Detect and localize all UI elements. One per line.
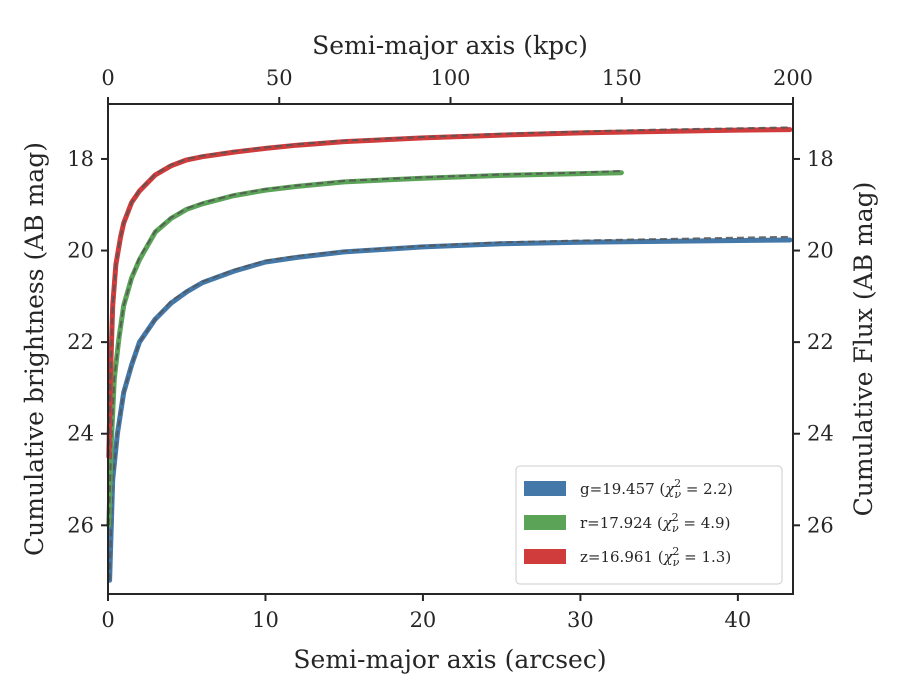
right-y-tick-label: 24: [807, 422, 834, 446]
top-x-tick-label: 200: [773, 66, 813, 90]
right-y-tick-label: 18: [807, 147, 834, 171]
series-model-line-0: [108, 235, 790, 581]
y-axis-label: Cumulative brightness (AB mag): [20, 142, 49, 556]
series-layer: [106, 126, 793, 583]
x-axis-label: Semi-major axis (arcsec): [293, 645, 606, 674]
x-tick-label: 10: [252, 608, 279, 632]
right-y-tick-label: 20: [807, 239, 834, 263]
legend-frame: [515, 465, 783, 585]
y-tick-label: 24: [67, 422, 94, 446]
y-tick-label: 22: [67, 330, 94, 354]
top-x-tick-label: 100: [430, 66, 470, 90]
y-tick-label: 26: [67, 513, 94, 537]
y-tick-label: 20: [67, 239, 94, 263]
top-x-tick-label: 0: [101, 66, 114, 90]
right-y-tick-label: 22: [807, 330, 834, 354]
right-y-axis-label: Cumulative Flux (AB mag): [849, 182, 878, 517]
top-x-tick-label: 50: [266, 66, 293, 90]
top-x-tick-label: 150: [602, 66, 642, 90]
x-tick-label: 30: [567, 608, 594, 632]
legend-label-2: z=16.961 (χν2 = 1.3): [580, 545, 731, 569]
y-tick-label: 18: [67, 147, 94, 171]
right-y-tick-label: 26: [807, 513, 834, 537]
legend-swatch-0: [524, 481, 566, 496]
x-tick-label: 0: [101, 608, 114, 632]
legend-swatch-2: [524, 549, 566, 564]
legend-label-0: g=19.457 (χν2 = 2.2): [580, 477, 733, 501]
legend: g=19.457 (χν2 = 2.2) r=17.924 (χν2 = 4.9)…: [515, 465, 783, 585]
series-model-line-2: [107, 126, 790, 457]
legend-swatch-1: [524, 515, 566, 530]
x-tick-label: 40: [725, 608, 752, 632]
ticks-layer: 0 10 20 30 40 0 50 100 150 200 18 18 20 20 22 22 24 24 26 2…: [67, 66, 833, 632]
legend-label-1: r=17.924 (χν2 = 4.9): [580, 511, 730, 535]
top-x-axis-label: Semi-major axis (kpc): [312, 31, 588, 60]
series-model-line-1: [107, 169, 622, 526]
x-tick-label: 20: [410, 608, 437, 632]
